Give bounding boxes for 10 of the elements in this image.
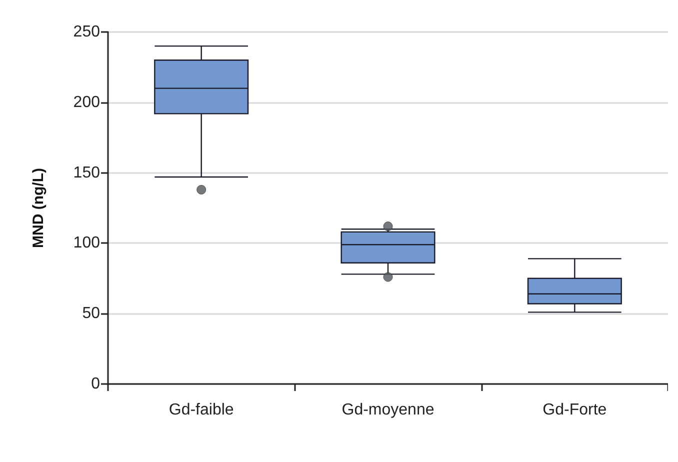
y-tick-label: 200: [73, 94, 100, 111]
x-tick-label: Gd-faible: [168, 402, 234, 418]
y-tick-label: 50: [82, 305, 100, 322]
x-tick-label: Gd-moyenne: [342, 402, 434, 418]
y-tick-label: 100: [73, 234, 100, 252]
y-tick-label: 250: [73, 24, 100, 40]
y-tick-label: 0: [91, 376, 100, 392]
x-tick-label: Gd-Forte: [542, 402, 607, 418]
y-tick-label: 150: [73, 164, 100, 182]
y-axis-title: MND (ng/L): [30, 168, 47, 248]
